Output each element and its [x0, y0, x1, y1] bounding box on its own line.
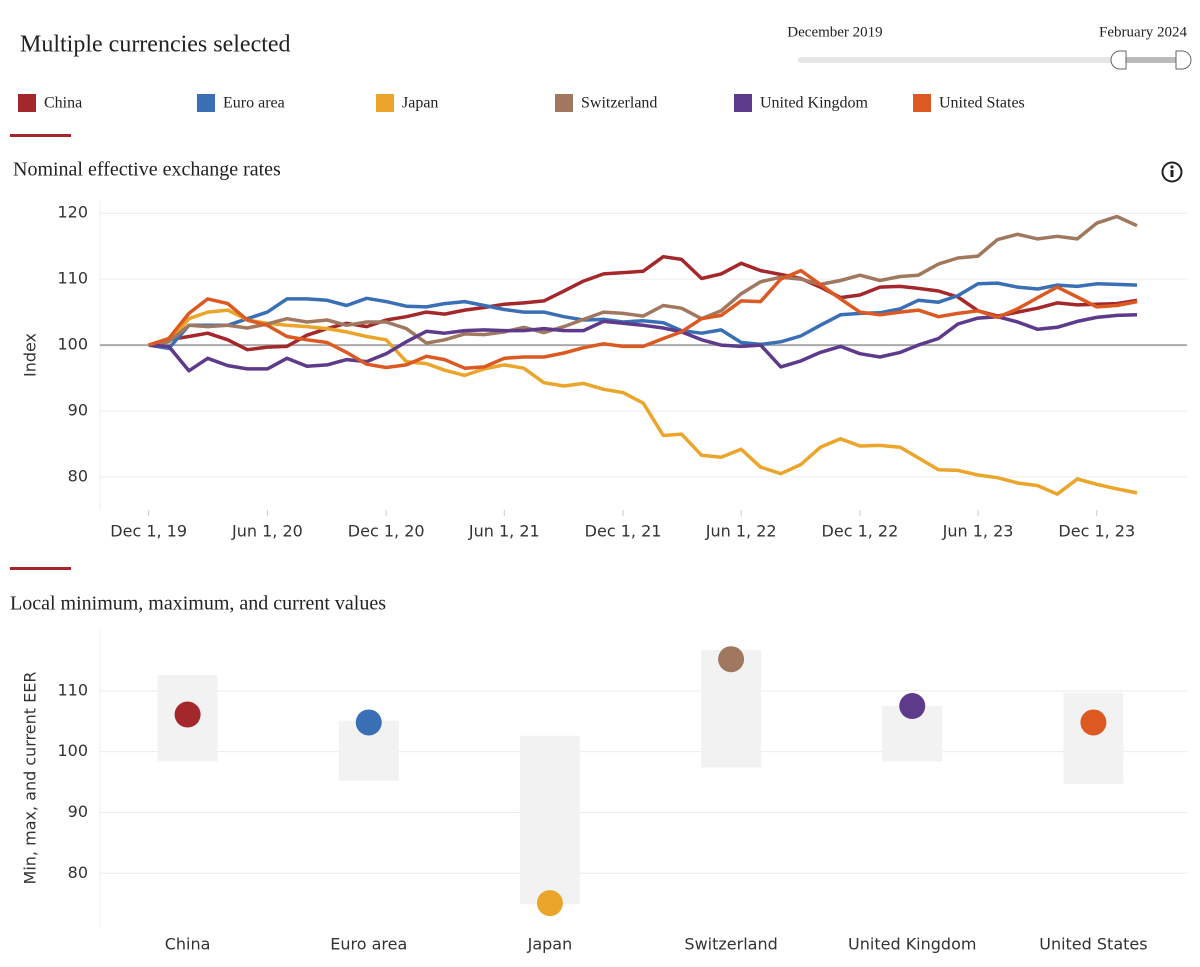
y-tick-label: 90 [68, 401, 88, 420]
x-tick-label: Dec 1, 22 [822, 522, 899, 541]
x-tick-label: China [165, 935, 211, 954]
info-icon[interactable] [1161, 161, 1183, 183]
y-tick-label: 100 [57, 741, 88, 760]
series-line [148, 308, 1138, 496]
legend-label: Switzerland [581, 95, 657, 112]
series-line [148, 313, 1138, 373]
slider-end-label: February 2024 [1099, 24, 1187, 40]
slider-track [798, 57, 1190, 63]
x-tick-label: Switzerland [684, 935, 777, 954]
x-tick-label: Japan [527, 935, 573, 954]
legend-label: Euro area [223, 95, 285, 112]
slider-range [1120, 57, 1188, 63]
legend-swatch [18, 94, 36, 112]
x-tick-label: Dec 1, 20 [348, 522, 425, 541]
legend-swatch [734, 94, 752, 112]
slider-handle[interactable] [1175, 50, 1192, 70]
y-tick-label: 80 [68, 863, 88, 882]
legend-swatch [913, 94, 931, 112]
x-tick-label: Dec 1, 23 [1058, 522, 1135, 541]
range-box [519, 735, 580, 905]
x-tick-label: Jun 1, 20 [231, 522, 303, 541]
y-tick-label: 110 [57, 269, 88, 288]
y-tick-label: 80 [68, 467, 88, 486]
slider-handle[interactable] [1110, 50, 1127, 70]
y-axis-label: Index [21, 333, 40, 377]
y-tick-label: 90 [68, 802, 88, 821]
current-dot [174, 701, 201, 728]
current-dot [1080, 709, 1107, 736]
legend-swatch [376, 94, 394, 112]
section-rule [10, 567, 71, 570]
legend-swatch [197, 94, 215, 112]
page-title: Multiple currencies selected [20, 32, 291, 58]
legend-label: China [44, 95, 82, 112]
y-axis-label: Min, max, and current EER [21, 672, 40, 885]
y-tick-label: 120 [57, 203, 88, 222]
chart-title: Local minimum, maximum, and current valu… [10, 593, 386, 615]
x-tick-label: Jun 1, 21 [468, 522, 540, 541]
chart-title: Nominal effective exchange rates [13, 159, 281, 181]
legend-swatch [555, 94, 573, 112]
x-tick-label: United States [1039, 935, 1147, 954]
x-tick-label: Dec 1, 21 [585, 522, 662, 541]
line-chart: 80 90 100 110 120 Dec 1, 19 Jun 1, 20 Dec 1, 20… [57, 200, 1187, 541]
series-line [148, 214, 1138, 347]
series-line [148, 281, 1138, 351]
legend-label: United Kingdom [760, 95, 869, 112]
x-tick-label: Euro area [330, 935, 407, 954]
x-tick-label: Jun 1, 22 [705, 522, 777, 541]
legend-label: Japan [402, 95, 438, 112]
range-chart: 80 90 100 110 China Euro area Japan Switzerland… [57, 630, 1187, 954]
y-tick-label: 100 [57, 335, 88, 354]
x-tick-label: United Kingdom [848, 935, 976, 954]
series-line [148, 268, 1138, 370]
series-line [148, 254, 1138, 352]
legend-label: United States [939, 95, 1025, 112]
slider-start-label: December 2019 [787, 24, 882, 40]
legend: China Euro area Japan Switzerland United Kin… [18, 94, 1025, 112]
x-tick-label: Jun 1, 23 [942, 522, 1014, 541]
current-dot [718, 646, 745, 673]
y-tick-label: 110 [57, 680, 88, 699]
current-dot [899, 693, 926, 720]
section-rule [10, 134, 71, 137]
current-dot [355, 709, 382, 736]
range-box [1063, 692, 1124, 784]
x-tick-label: Dec 1, 19 [110, 522, 187, 541]
current-dot [536, 890, 563, 917]
